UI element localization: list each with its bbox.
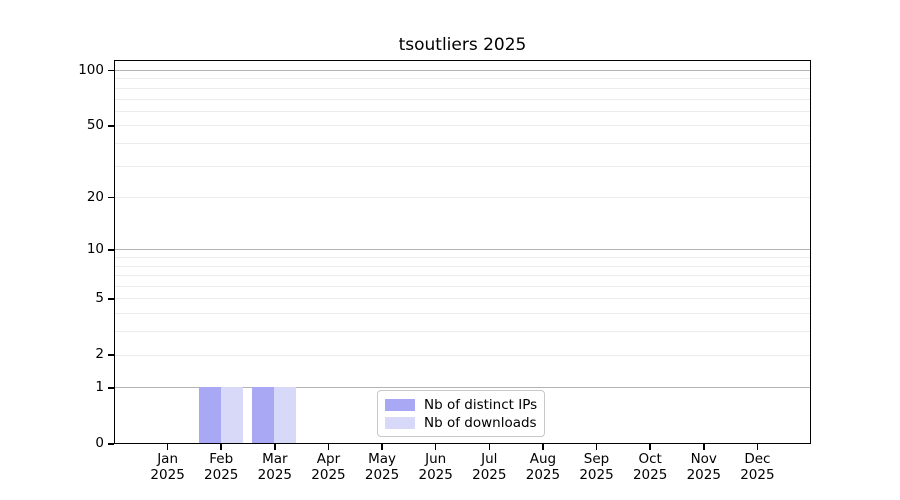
x-tick-label: Aug 2025	[511, 451, 575, 483]
bar-distinct-ips-mar	[252, 386, 275, 443]
x-tick-month: Nov	[690, 451, 717, 467]
gridline-minor	[115, 275, 810, 277]
y-tick	[108, 354, 114, 356]
gridline-major	[115, 70, 810, 71]
x-tick-year: 2025	[579, 467, 614, 483]
y-tick-label: 50	[86, 116, 104, 133]
gridline-minor	[115, 257, 810, 259]
x-tick-month: Dec	[744, 451, 771, 467]
y-tick	[108, 443, 114, 445]
gridline-minor	[115, 142, 810, 144]
legend-swatch	[385, 416, 415, 429]
x-tick-label: Apr 2025	[296, 451, 360, 483]
bar-downloads-mar	[274, 386, 297, 443]
gridline-minor	[115, 286, 810, 288]
gridline-minor	[115, 87, 810, 89]
x-tick-month: Aug	[529, 451, 557, 467]
gridline-minor	[115, 313, 810, 315]
x-tick-month: Apr	[316, 451, 341, 467]
x-tick	[649, 444, 651, 450]
y-tick-label: 2	[95, 346, 104, 363]
x-tick-label: May 2025	[350, 451, 414, 483]
x-tick	[488, 444, 491, 450]
x-tick-month: Jan	[157, 451, 179, 467]
gridline-minor	[115, 110, 810, 112]
x-tick	[595, 444, 598, 450]
legend: Nb of distinct IPs Nb of downloads	[377, 390, 545, 437]
x-tick	[434, 444, 437, 450]
x-tick-year: 2025	[740, 467, 775, 483]
gridline-minor	[115, 78, 810, 80]
bar-downloads-feb	[220, 386, 243, 443]
x-tick	[274, 444, 276, 450]
x-tick-year: 2025	[686, 467, 721, 483]
gridline-minor	[115, 331, 810, 333]
legend-row: Nb of distinct IPs	[385, 396, 538, 413]
y-tick	[108, 298, 114, 300]
y-tick-label: 5	[95, 289, 104, 306]
y-tick	[108, 125, 114, 127]
x-tick-year: 2025	[418, 467, 453, 483]
y-tick-label: 0	[95, 435, 104, 451]
legend-label: Nb of downloads	[424, 414, 537, 431]
x-tick-label: Oct 2025	[618, 451, 682, 483]
x-tick-month: Sep	[583, 451, 610, 467]
x-tick	[381, 444, 383, 450]
x-tick-year: 2025	[150, 467, 185, 483]
x-tick-month: Jun	[425, 451, 447, 467]
x-tick	[542, 444, 544, 450]
x-tick-year: 2025	[311, 467, 346, 483]
gridline-minor	[115, 98, 810, 100]
y-tick	[108, 387, 114, 389]
x-tick-label: Sep 2025	[565, 451, 629, 483]
bar-distinct-ips-feb	[198, 386, 221, 443]
gridline-minor	[115, 354, 810, 356]
y-tick-label: 100	[78, 61, 104, 78]
x-tick-year: 2025	[632, 467, 668, 483]
x-tick-month: Feb	[209, 451, 234, 467]
x-tick-year: 2025	[472, 467, 507, 483]
y-tick-label: 1	[95, 378, 104, 395]
x-tick	[327, 444, 330, 450]
x-tick-month: Oct	[638, 451, 662, 467]
y-tick	[108, 249, 114, 251]
gridline-minor	[115, 265, 810, 267]
x-tick-year: 2025	[364, 467, 400, 483]
x-tick-label: Jul 2025	[457, 451, 521, 483]
x-tick-label: Jun 2025	[404, 451, 468, 483]
x-tick	[166, 444, 169, 450]
legend-swatch	[385, 398, 415, 411]
y-tick-label: 20	[86, 188, 104, 205]
x-tick-label: Jan 2025	[136, 451, 200, 483]
x-tick-month: Jul	[481, 451, 498, 467]
gridline-major	[115, 387, 810, 389]
y-tick	[108, 196, 114, 199]
y-tick	[108, 69, 114, 72]
x-tick	[220, 444, 222, 450]
x-tick-month: Mar	[262, 451, 288, 467]
x-tick-label: Dec 2025	[725, 451, 789, 483]
plot-area	[114, 60, 811, 444]
gridline-major	[115, 249, 810, 251]
x-tick-label: Feb 2025	[189, 451, 253, 483]
x-tick-month: May	[368, 451, 397, 467]
x-tick-label: Mar 2025	[243, 451, 307, 483]
y-tick-label: 10	[86, 240, 104, 257]
chart-title: tsoutliers 2025	[398, 35, 527, 55]
gridline-minor	[115, 165, 810, 167]
x-tick	[703, 444, 705, 450]
x-tick	[756, 444, 759, 450]
gridline-minor	[115, 125, 810, 127]
x-tick-year: 2025	[525, 467, 561, 483]
gridline-minor	[115, 197, 810, 199]
x-tick-year: 2025	[257, 467, 293, 483]
x-tick-label: Nov 2025	[672, 451, 736, 483]
legend-label: Nb of distinct IPs	[424, 396, 538, 413]
gridline-minor	[115, 298, 810, 300]
legend-row: Nb of downloads	[385, 414, 537, 431]
x-tick-year: 2025	[204, 467, 239, 483]
